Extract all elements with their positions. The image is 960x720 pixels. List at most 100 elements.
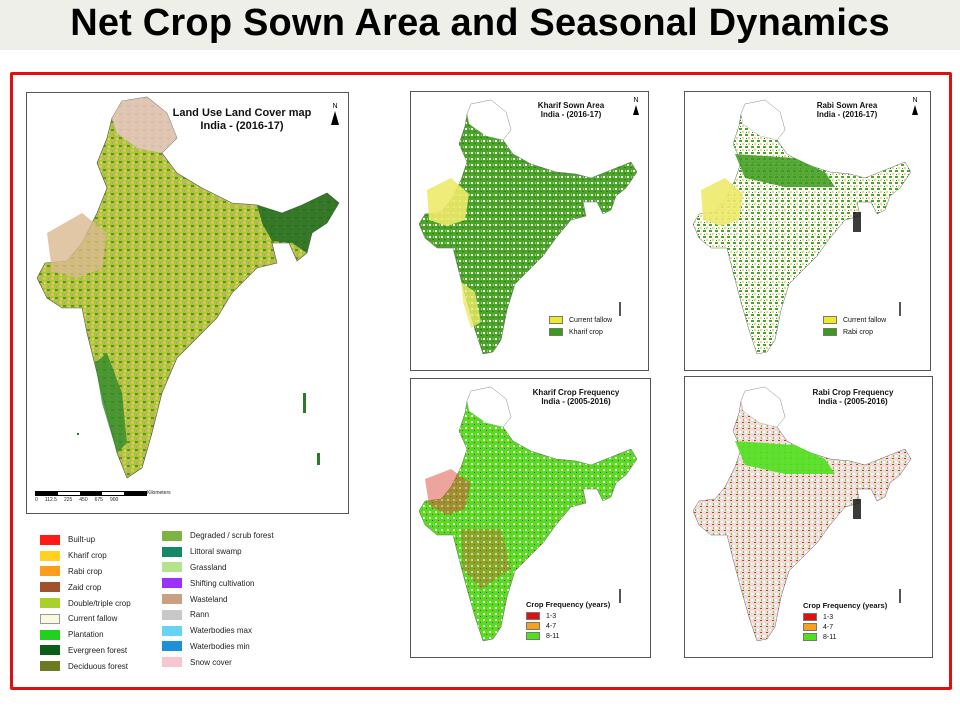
legend-title: Crop Frequency (years) bbox=[526, 600, 611, 609]
legend-item: Plantation bbox=[40, 627, 131, 643]
scale-tick: 112.5 bbox=[44, 497, 57, 503]
rabi-freq-title-line1: Rabi Crop Frequency bbox=[812, 388, 894, 397]
lulc-map-title-line2: India - (2016-17) bbox=[200, 119, 284, 132]
legend-swatch bbox=[162, 594, 182, 605]
legend-swatch bbox=[526, 632, 540, 640]
legend-swatch bbox=[549, 316, 563, 324]
legend-label: Deciduous forest bbox=[68, 661, 129, 671]
legend-swatch bbox=[162, 657, 182, 668]
legend-label: Current fallow bbox=[68, 614, 118, 624]
north-arrow-icon: N bbox=[631, 97, 641, 115]
legend-swatch bbox=[162, 641, 182, 652]
legend-label: Degraded / scrub forest bbox=[190, 531, 274, 541]
legend-swatch bbox=[40, 582, 60, 593]
legend-item: Evergreen forest bbox=[40, 643, 131, 659]
india-landmass bbox=[36, 96, 340, 479]
lulc-map-panel: Land Use Land Cover map India - (2016-17… bbox=[26, 92, 349, 514]
legend-label: Rann bbox=[190, 610, 210, 620]
north-arrow-icon: N bbox=[910, 97, 920, 115]
slide-title: Net Crop Sown Area and Seasonal Dynamics bbox=[70, 2, 890, 44]
legend-swatch bbox=[162, 578, 182, 589]
legend-item: 8-11 bbox=[803, 632, 887, 642]
scale-tick: 225 bbox=[63, 497, 73, 503]
kharif-freq-panel: Kharif Crop Frequency India - (2005-2016… bbox=[410, 378, 651, 658]
kharif-freq-title-line2: India - (2005-2016) bbox=[541, 397, 611, 407]
legend-swatch bbox=[803, 613, 817, 621]
legend-label: Kharif crop bbox=[68, 551, 107, 561]
rabi-freq-title-line2: India - (2005-2016) bbox=[818, 397, 888, 407]
legend-swatch bbox=[823, 316, 837, 324]
legend-item: Shifting cultivation bbox=[162, 575, 274, 591]
rabi-freq-panel: Rabi Crop Frequency India - (2005-2016) … bbox=[684, 376, 933, 658]
legend-swatch bbox=[162, 546, 182, 557]
legend-item: Snow cover bbox=[162, 654, 274, 670]
kharif-sown-panel: Kharif Sown Area India - (2016-17) N Cur… bbox=[410, 91, 649, 371]
legend-label: Evergreen forest bbox=[68, 645, 128, 655]
legend-item: 8-11 bbox=[526, 631, 610, 641]
legend-item: 4-7 bbox=[526, 621, 610, 631]
legend-item: Wasteland bbox=[162, 591, 274, 607]
legend-label: Zaid crop bbox=[68, 582, 102, 592]
legend-swatch bbox=[40, 550, 60, 561]
legend-item: Current fallow bbox=[40, 611, 131, 627]
north-arrow-icon: N bbox=[329, 103, 341, 125]
rabi-sown-title-line2: India - (2016-17) bbox=[816, 110, 878, 120]
rabi-freq-legend: Crop Frequency (years) 1-3 4-7 8-11 bbox=[803, 601, 887, 642]
kharif-freq-title: Kharif Crop Frequency India - (2005-2016… bbox=[511, 388, 641, 406]
legend-item: Rabi crop bbox=[40, 564, 131, 580]
legend-item: 1-3 bbox=[803, 612, 887, 622]
kharif-sown-title: Kharif Sown Area India - (2016-17) bbox=[521, 101, 621, 119]
legend-label: Current fallow bbox=[843, 316, 887, 324]
rabi-sown-title: Rabi Sown Area India - (2016-17) bbox=[797, 101, 897, 119]
legend-item: 4-7 bbox=[803, 622, 887, 632]
rabi-sown-panel: Rabi Sown Area India - (2016-17) N Curre… bbox=[684, 91, 931, 371]
legend-swatch bbox=[526, 612, 540, 620]
kharif-freq-legend: Crop Frequency (years) 1-3 4-7 8-11 bbox=[526, 600, 610, 641]
legend-item: Waterbodies max bbox=[162, 623, 274, 639]
legend-item: Waterbodies min bbox=[162, 639, 274, 655]
lulc-india-map bbox=[36, 96, 340, 479]
legend-item: Grassland bbox=[162, 560, 274, 576]
rabi-freq-map bbox=[692, 386, 912, 642]
legend-item: Double/triple crop bbox=[40, 595, 131, 611]
legend-swatch bbox=[803, 623, 817, 631]
legend-swatch bbox=[162, 562, 182, 573]
rabi-sown-legend: Current fallow Rabi crop bbox=[823, 314, 886, 338]
scale-tick: 675 bbox=[94, 497, 103, 503]
scale-tick: 900 bbox=[109, 497, 119, 503]
legend-label: Waterbodies max bbox=[190, 626, 252, 636]
legend-swatch bbox=[40, 629, 60, 640]
legend-item: Built-up bbox=[40, 532, 131, 548]
kharif-sown-map bbox=[418, 99, 638, 355]
legend-swatch bbox=[40, 645, 60, 656]
legend-label: Built-up bbox=[68, 535, 96, 545]
legend-item: Rann bbox=[162, 607, 274, 623]
title-bar bbox=[0, 0, 960, 50]
legend-swatch bbox=[40, 534, 60, 545]
legend-label: Double/triple crop bbox=[68, 598, 131, 608]
legend-label: Littoral swamp bbox=[190, 547, 242, 557]
legend-item: Kharif crop bbox=[549, 326, 612, 338]
rabi-sown-map bbox=[692, 99, 912, 355]
lulc-map-title: Land Use Land Cover map India - (2016-17… bbox=[157, 107, 327, 132]
legend-label: 4-7 bbox=[546, 622, 557, 630]
legend-label: Rabi crop bbox=[843, 328, 873, 336]
legend-label: Waterbodies min bbox=[190, 641, 250, 651]
legend-label: Snow cover bbox=[190, 657, 232, 667]
lulc-legend-col-2: Degraded / scrub forest Littoral swamp G… bbox=[162, 528, 274, 670]
kharif-freq-title-line1: Kharif Crop Frequency bbox=[532, 388, 620, 397]
kharif-sown-title-line2: India - (2016-17) bbox=[540, 110, 602, 120]
scale-tick: 450 bbox=[79, 497, 88, 503]
legend-label: 1-3 bbox=[823, 613, 834, 621]
legend-label: Wasteland bbox=[190, 594, 228, 604]
legend-label: 8-11 bbox=[546, 632, 560, 640]
legend-swatch bbox=[526, 622, 540, 630]
legend-swatch bbox=[40, 661, 60, 672]
kharif-sown-legend: Current fallow Kharif crop bbox=[549, 314, 612, 338]
rabi-freq-title: Rabi Crop Frequency India - (2005-2016) bbox=[788, 388, 918, 406]
content-frame bbox=[10, 72, 952, 690]
north-label: N bbox=[332, 103, 338, 110]
legend-item: Kharif crop bbox=[40, 548, 131, 564]
legend-item: 1-3 bbox=[526, 611, 610, 621]
legend-swatch bbox=[823, 328, 837, 336]
